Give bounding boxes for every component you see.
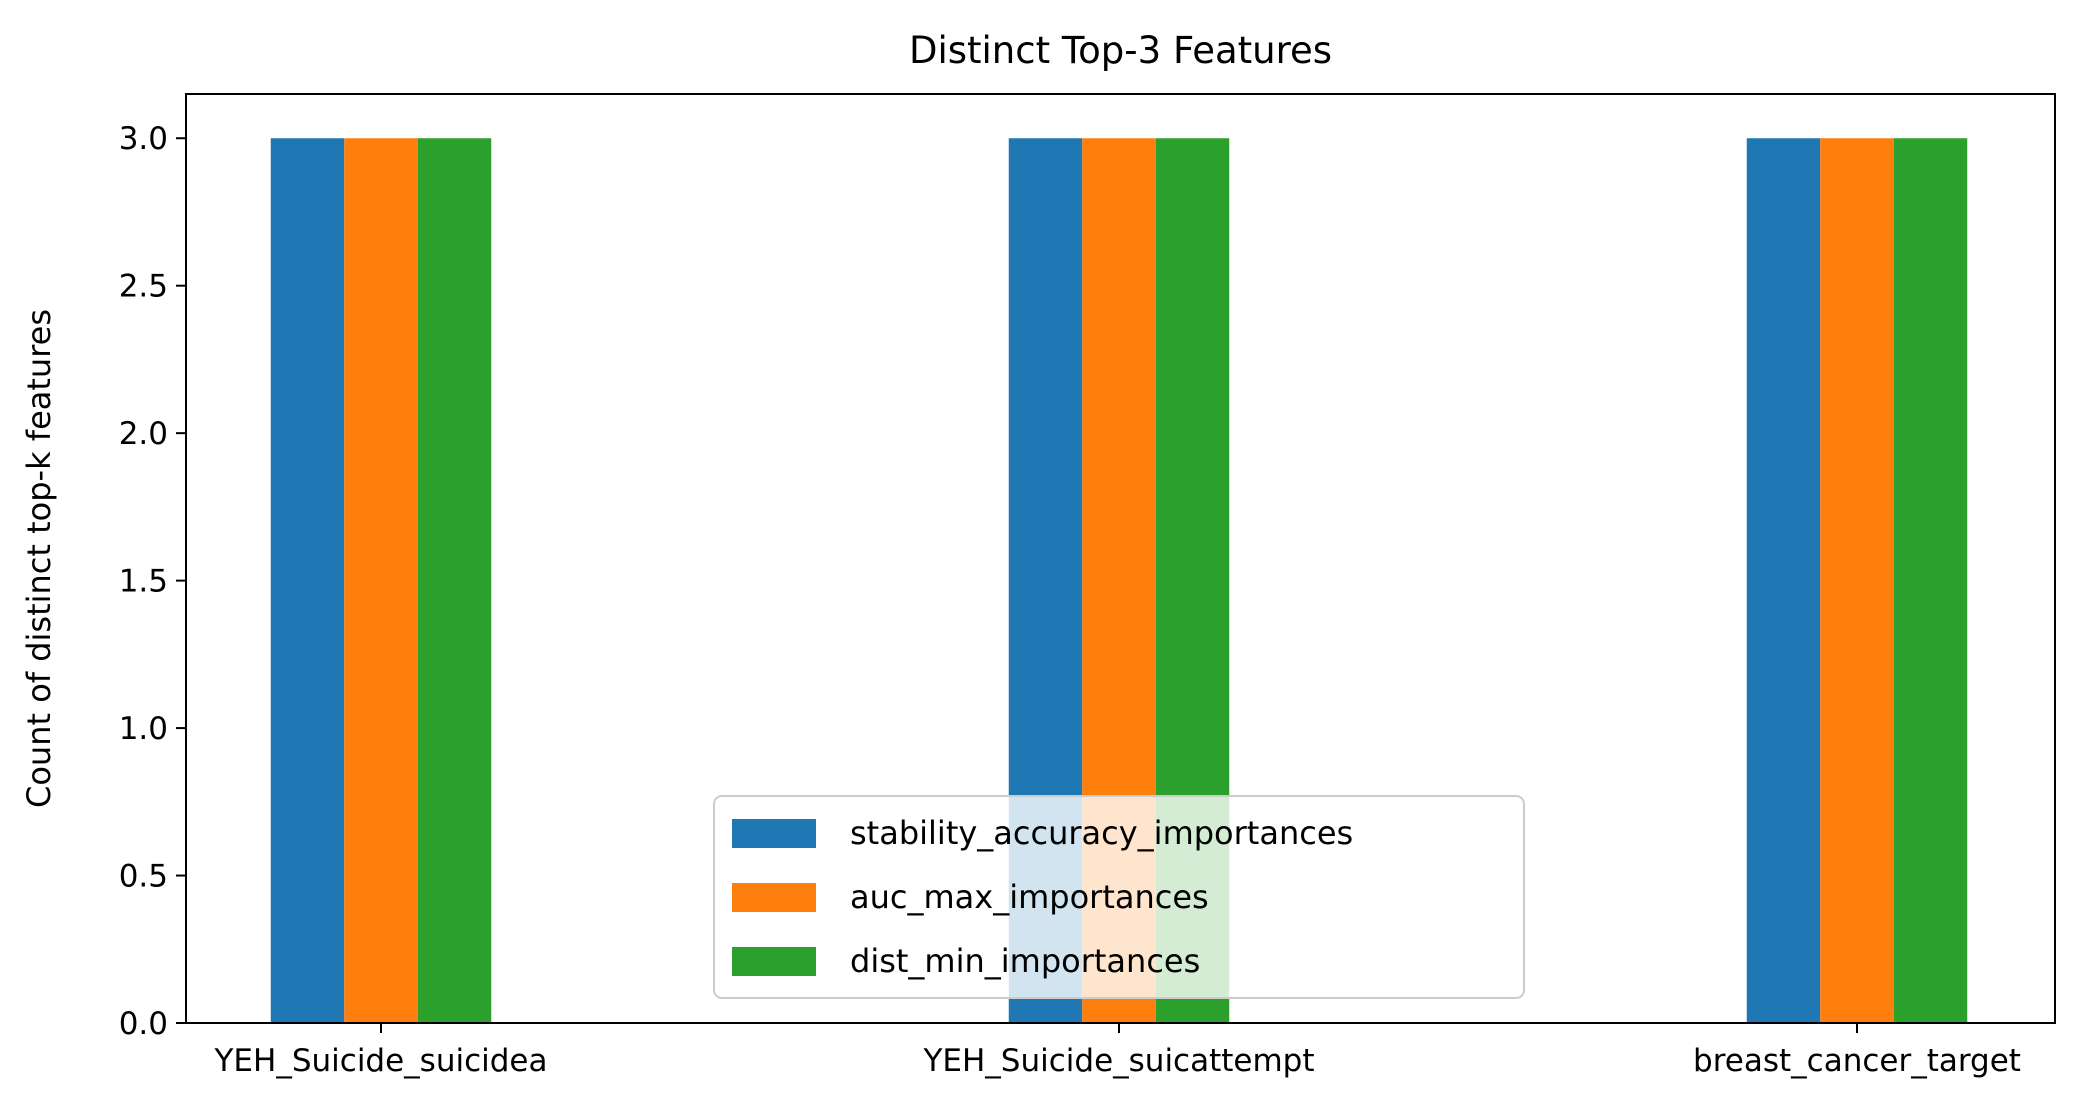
legend-label-2: auc_max_importances bbox=[850, 878, 1209, 916]
y-tick-label: 3.0 bbox=[119, 121, 168, 157]
legend-swatch-1 bbox=[732, 819, 816, 848]
chart-title: Distinct Top-3 Features bbox=[909, 29, 1332, 72]
y-tick-label: 1.5 bbox=[119, 564, 168, 600]
y-tick-label: 2.0 bbox=[119, 416, 168, 452]
y-tick-label: 2.5 bbox=[119, 269, 168, 305]
legend-swatch-3 bbox=[732, 947, 816, 976]
x-tick-label: breast_cancer_target bbox=[1693, 1043, 2021, 1079]
legend: stability_accuracy_importances auc_max_im… bbox=[713, 795, 1525, 999]
legend-label-3: dist_min_importances bbox=[850, 942, 1200, 980]
y-tick-label: 0.0 bbox=[119, 1006, 168, 1042]
bar-3-1 bbox=[417, 138, 492, 1023]
legend-label-1: stability_accuracy_importances bbox=[850, 814, 1353, 852]
y-tick-label: 0.5 bbox=[119, 859, 168, 895]
y-axis-label: Count of distinct top-k features bbox=[20, 309, 58, 808]
ticks-layer: YEH_Suicide_suicidea YEH_Suicide_suicatte… bbox=[119, 121, 2021, 1079]
bar-3-3 bbox=[1893, 138, 1968, 1023]
x-tick-label: YEH_Suicide_suicattempt bbox=[922, 1043, 1314, 1079]
legend-box bbox=[713, 795, 1525, 999]
bar-2-1 bbox=[344, 138, 418, 1023]
plot-frame bbox=[185, 93, 2056, 1024]
x-tick-label: YEH_Suicide_suicidea bbox=[214, 1043, 548, 1079]
bar-1-1 bbox=[270, 138, 345, 1023]
bar-2-3 bbox=[1820, 138, 1894, 1023]
y-tick-label: 1.0 bbox=[119, 711, 168, 747]
legend-swatch-2 bbox=[732, 883, 816, 912]
bar-1-3 bbox=[1746, 138, 1821, 1023]
